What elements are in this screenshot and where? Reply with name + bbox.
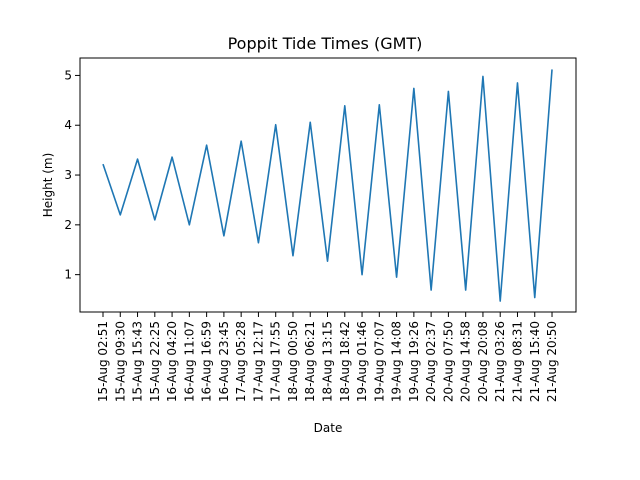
x-tick-label: 19-Aug 19:26 bbox=[407, 321, 421, 402]
x-tick-label: 17-Aug 05:28 bbox=[234, 321, 248, 402]
x-tick-label: 21-Aug 03:26 bbox=[493, 321, 507, 402]
x-tick-label: 16-Aug 11:07 bbox=[182, 321, 196, 402]
x-tick-label: 21-Aug 15:40 bbox=[528, 321, 542, 402]
x-tick-label: 19-Aug 01:46 bbox=[355, 321, 369, 402]
series-line bbox=[102, 69, 553, 302]
x-tick-label: 15-Aug 22:25 bbox=[148, 321, 162, 402]
x-tick-label: 19-Aug 07:07 bbox=[372, 321, 386, 402]
y-axis: 1 2 3 4 5 bbox=[64, 68, 80, 282]
x-tick-label: 21-Aug 08:31 bbox=[510, 321, 524, 402]
y-tick-label: 5 bbox=[64, 68, 72, 82]
x-axis-label: Date bbox=[314, 421, 343, 435]
x-tick-label: 20-Aug 14:58 bbox=[459, 321, 473, 402]
x-tick-label: 18-Aug 18:42 bbox=[338, 321, 352, 402]
y-tick-label: 4 bbox=[64, 118, 72, 132]
y-axis-label: Height (m) bbox=[41, 153, 55, 218]
x-tick-label: 17-Aug 12:17 bbox=[251, 321, 265, 402]
y-tick-label: 3 bbox=[64, 168, 72, 182]
x-tick-label: 16-Aug 16:59 bbox=[200, 321, 214, 402]
x-tick-label: 17-Aug 17:55 bbox=[269, 321, 283, 402]
y-tick-label: 1 bbox=[64, 268, 72, 282]
x-tick-label: 16-Aug 23:45 bbox=[217, 321, 231, 402]
x-tick-label: 21-Aug 20:50 bbox=[545, 321, 559, 402]
x-tick-label: 20-Aug 02:37 bbox=[424, 321, 438, 402]
x-tick-label: 19-Aug 14:08 bbox=[390, 321, 404, 402]
x-tick-label: 18-Aug 06:21 bbox=[303, 321, 317, 402]
x-tick-label: 20-Aug 07:50 bbox=[441, 321, 455, 402]
x-tick-label: 15-Aug 09:30 bbox=[113, 321, 127, 402]
x-tick-label: 15-Aug 02:51 bbox=[96, 321, 110, 402]
x-tick-label: 15-Aug 15:43 bbox=[131, 321, 145, 402]
x-tick-label: 18-Aug 13:15 bbox=[321, 321, 335, 402]
y-tick-label: 2 bbox=[64, 218, 72, 232]
x-tick-label: 16-Aug 04:20 bbox=[165, 321, 179, 402]
x-tick-label: 18-Aug 00:50 bbox=[286, 321, 300, 402]
x-tick-label: 20-Aug 20:08 bbox=[476, 321, 490, 402]
x-axis: 15-Aug 02:51 15-Aug 09:30 15-Aug 15:43 15-A… bbox=[96, 312, 559, 402]
chart-title: Poppit Tide Times (GMT) bbox=[228, 34, 423, 53]
